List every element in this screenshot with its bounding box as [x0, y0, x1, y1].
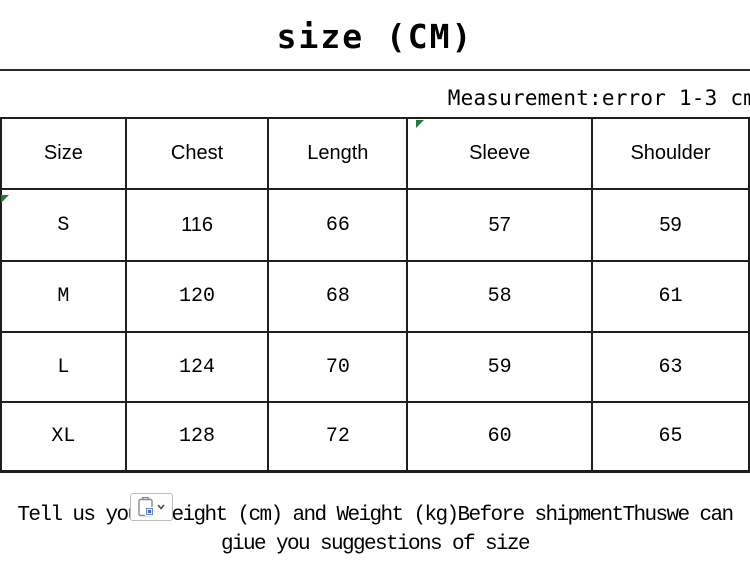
footer-note-line-2: giue you suggestions of size	[220, 533, 531, 556]
page-title: size (CM)	[276, 17, 474, 56]
column-header-sleeve[interactable]: Sleeve	[406, 117, 593, 190]
cell-error-indicator-s-row	[1, 195, 9, 203]
table-cell[interactable]: 60	[406, 401, 593, 473]
table-cell[interactable]: S	[0, 188, 127, 262]
table-cell[interactable]: 128	[124, 401, 270, 473]
table-cell[interactable]: 66	[267, 188, 409, 262]
table-cell[interactable]: L	[0, 331, 127, 403]
table-row-s: S 116 66 57 59	[0, 188, 750, 262]
column-header-chest[interactable]: Chest	[124, 117, 270, 190]
cell-error-indicator-sleeve	[416, 120, 424, 128]
clipboard-paste-icon	[138, 497, 154, 517]
table-cell[interactable]: 57	[406, 188, 593, 262]
table-row-l: L 124 70 59 63	[0, 331, 750, 403]
table-header: Size Chest Length Sleeve Shoulder	[0, 117, 750, 190]
table-cell[interactable]: 116	[124, 188, 270, 262]
table-cell[interactable]: 68	[267, 260, 409, 333]
table-cell[interactable]: 124	[124, 331, 270, 403]
table-cell[interactable]: 61	[591, 260, 750, 333]
footer-note-line-1: Tell us your Height (cm) and Weight (kg)…	[17, 504, 734, 527]
table-header-row: Size Chest Length Sleeve Shoulder	[0, 117, 750, 190]
column-header-size[interactable]: Size	[0, 117, 127, 190]
table-cell[interactable]: M	[0, 260, 127, 333]
table-cell[interactable]: XL	[0, 401, 127, 473]
table-cell[interactable]: 58	[406, 260, 593, 333]
table-cell[interactable]: 59	[591, 188, 750, 262]
table-cell[interactable]: 120	[124, 260, 270, 333]
table-cell[interactable]: 70	[267, 331, 409, 403]
size-chart-table: Size Chest Length Sleeve Shoulder S 116 66 57 59…	[0, 117, 750, 473]
table-row-m: M 120 68 58 61	[0, 260, 750, 333]
table-cell[interactable]: 72	[267, 401, 409, 473]
chevron-down-icon	[157, 504, 165, 510]
column-header-shoulder[interactable]: Shoulder	[591, 117, 750, 190]
table-row-xl: XL 128 72 60 65	[0, 401, 750, 473]
table-cell[interactable]: 59	[406, 331, 593, 403]
table-cell[interactable]: 65	[591, 401, 750, 473]
column-header-length[interactable]: Length	[267, 117, 409, 190]
title-divider-line	[0, 69, 750, 71]
paste-options-button[interactable]	[130, 493, 173, 521]
table-cell[interactable]: 63	[591, 331, 750, 403]
measurement-error-note: Measurement:error 1-3 cm	[447, 86, 750, 110]
table-body: S 116 66 57 59 M 120 68 58 61 L 124 70 59 63 XL 128 72 60 6…	[0, 188, 750, 473]
